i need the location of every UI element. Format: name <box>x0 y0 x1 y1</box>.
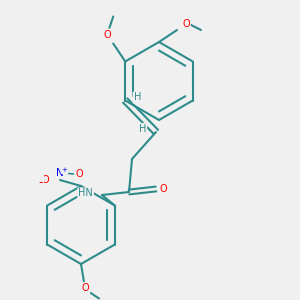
Text: -: - <box>38 176 43 190</box>
Text: H: H <box>139 124 146 134</box>
Text: HN: HN <box>78 188 93 199</box>
Text: O: O <box>182 19 190 29</box>
Text: O: O <box>160 184 167 194</box>
Text: O: O <box>82 283 89 293</box>
Text: O: O <box>41 175 49 185</box>
Text: +: + <box>61 167 68 173</box>
Text: H: H <box>134 92 141 103</box>
Text: O: O <box>103 29 111 40</box>
Text: N: N <box>56 167 64 178</box>
Text: O: O <box>76 169 83 179</box>
